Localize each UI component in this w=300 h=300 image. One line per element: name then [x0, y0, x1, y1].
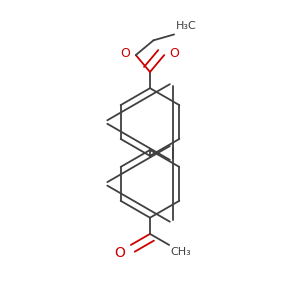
Text: O: O: [121, 47, 130, 60]
Text: CH₃: CH₃: [171, 247, 191, 257]
Text: H₃C: H₃C: [176, 22, 196, 32]
Text: O: O: [169, 47, 179, 60]
Text: O: O: [115, 246, 126, 260]
